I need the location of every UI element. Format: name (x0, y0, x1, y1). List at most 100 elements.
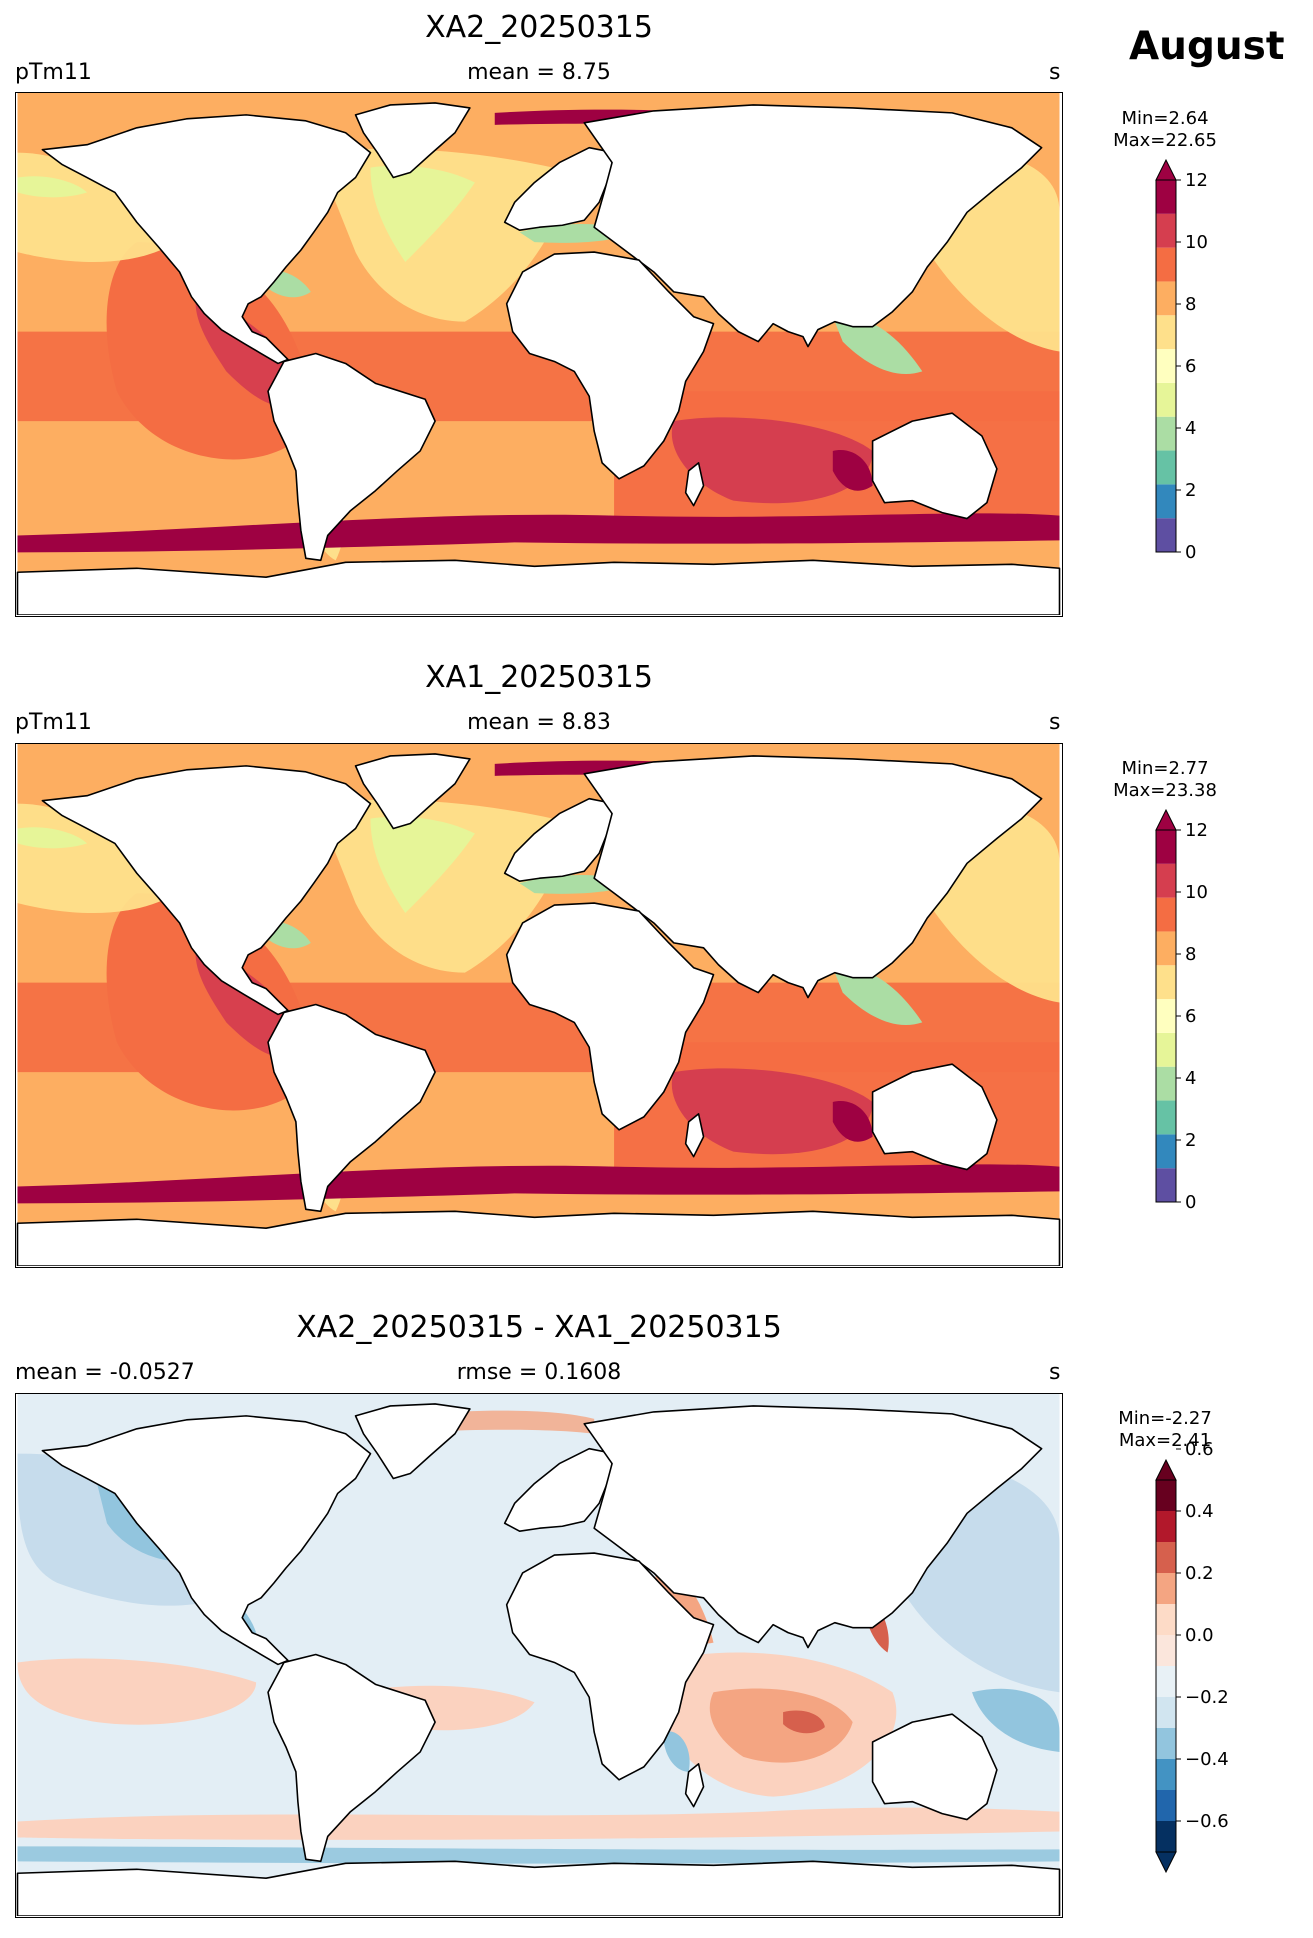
panel-3-rmse-label: rmse = 0.1608 (456, 1360, 622, 1385)
field-region-deep_red-15 (425, 1410, 595, 1434)
colorbar-segment-6 (1156, 1635, 1176, 1666)
colorbar-segment-4 (1156, 1032, 1176, 1067)
panel-1-min-stat: Min=2.64 (1121, 108, 1209, 129)
landmass-madagascar (684, 1763, 705, 1808)
colorbar-segment-10 (1156, 180, 1176, 214)
colorbar-tick-label: 0.2 (1185, 1563, 1214, 1584)
colorbar-tick-label: 0 (1185, 1192, 1196, 1213)
field-region-coast-9 (370, 165, 475, 263)
colorbar-tick-label: −0.2 (1185, 1687, 1229, 1708)
colorbar-segment-1 (1156, 484, 1176, 519)
field-region-deep_blue-12 (663, 1731, 690, 1772)
colorbar-extend-min (1155, 1851, 1177, 1874)
field-region-tropics-1 (106, 893, 316, 1111)
colorbar-tick-label: 2 (1185, 1130, 1196, 1151)
colorbar-tick-label: 12 (1185, 820, 1208, 841)
colorbar-tick-label: 10 (1185, 232, 1208, 253)
panel-3-map (15, 1393, 1063, 1918)
colorbar-tick-label: 6 (1185, 356, 1196, 377)
colorbar-segment-5 (1156, 1666, 1176, 1697)
landmass-greenland (354, 102, 471, 179)
colorbar-segment-8 (1156, 897, 1176, 932)
field-region-red-5 (17, 1658, 257, 1725)
colorbar-tick-label: 12 (1185, 170, 1208, 191)
panel-2-colorbar: 0 2 4 6 8 10 12 (1155, 808, 1275, 1220)
field-region-red-13 (17, 1807, 1060, 1840)
colorbar-tick-label: −0.4 (1185, 1749, 1229, 1770)
field-region-deep_blue-4 (972, 1688, 1060, 1752)
colorbar-segment-2 (1156, 450, 1176, 485)
colorbar-extend-max (1155, 158, 1177, 181)
panel-2-mean-label: mean = 8.83 (467, 710, 611, 735)
field-region-indian-4 (671, 417, 873, 504)
colorbar-tick-label: 0.4 (1185, 1501, 1214, 1522)
colorbar-segment-11 (1156, 1480, 1176, 1511)
colorbar-tick-label: 2 (1185, 480, 1196, 501)
colorbar-segment-7 (1156, 1604, 1176, 1635)
field-region-inland_seas-14 (832, 316, 923, 375)
colorbar-tick-label: −0.6 (1185, 1811, 1229, 1832)
panel-3-units-label: s (1049, 1360, 1061, 1385)
panel-2-title: XA1_20250315 (425, 660, 653, 695)
colorbar-segment-4 (1156, 382, 1176, 417)
colorbar-segment-5 (1156, 999, 1176, 1033)
colorbar-tick-label: 10 (1185, 882, 1208, 903)
colorbar-tick-label: 8 (1185, 944, 1196, 965)
colorbar-tick-label: 0.6 (1185, 1439, 1214, 1460)
colorbar-extend-max (1155, 808, 1177, 831)
field-region-southern-5 (832, 1100, 873, 1142)
colorbar-segment-6 (1156, 315, 1176, 350)
landmass-south-america (267, 1653, 436, 1863)
panel-3-colorbar: −0.6 −0.4 −0.2 0.0 0.2 0.4 0.6 (1155, 1439, 1275, 1874)
colorbar-segment-10 (1156, 830, 1176, 864)
colorbar-segment-8 (1156, 1573, 1176, 1604)
landmass-africa (505, 902, 715, 1131)
landmass-greenland (354, 753, 471, 830)
colorbar-tick-label: 0 (1185, 542, 1196, 563)
landmass-south-america (267, 352, 436, 562)
field-region-tropics-1 (106, 242, 316, 460)
panel-1-title: XA2_20250315 (425, 10, 653, 45)
landmass-antarctica (16, 559, 1061, 615)
field-region-hot-9 (783, 1710, 825, 1734)
field-region-southern-5 (832, 449, 873, 491)
colorbar-tick-label: 4 (1185, 1068, 1196, 1089)
colorbar-extend-max (1155, 1458, 1177, 1481)
panel-3-title: XA2_20250315 - XA1_20250315 (296, 1310, 782, 1345)
colorbar-segment-7 (1156, 931, 1176, 966)
landmass-australia (871, 1063, 998, 1171)
landmass-north-america (41, 765, 372, 1016)
panel-1-units-label: s (1049, 60, 1061, 85)
field-region-deep_blue-14 (17, 1846, 1060, 1864)
panel-1-max-stat: Max=22.65 (1113, 130, 1217, 151)
landmass-antarctica (16, 1210, 1061, 1266)
colorbar-tick-label: 6 (1185, 1006, 1196, 1027)
colorbar-segment-7 (1156, 281, 1176, 316)
landmass-north-america (41, 1415, 372, 1666)
panel-1-mean-label: mean = 8.75 (467, 60, 611, 85)
colorbar-segment-9 (1156, 1542, 1176, 1573)
colorbar-segment-5 (1156, 349, 1176, 383)
landmass-greenland (354, 1403, 471, 1480)
landmass-madagascar (684, 1113, 705, 1158)
panel-3-mean-label: mean = -0.0527 (15, 1360, 195, 1385)
panel-3-min-stat: Min=-2.27 (1118, 1408, 1212, 1429)
landmass-africa (505, 1552, 715, 1781)
panel-1-variable-label: pTm11 (15, 60, 92, 85)
colorbar-segment-10 (1156, 1511, 1176, 1542)
field-region-southern-15 (17, 513, 1060, 553)
landmass-africa (505, 251, 715, 480)
colorbar-segment-3 (1156, 1728, 1176, 1759)
field-region-southern-15 (17, 1164, 1060, 1204)
colorbar-segment-3 (1156, 416, 1176, 451)
colorbar-segment-1 (1156, 1134, 1176, 1169)
landmass-australia (871, 412, 998, 520)
panel-1-colorbar: 0 2 4 6 8 10 12 (1155, 158, 1275, 570)
field-region-inland_seas-14 (832, 967, 923, 1026)
field-region-coast-9 (370, 816, 475, 914)
landmass-madagascar (684, 462, 705, 507)
landmass-australia (871, 1713, 998, 1821)
field-region-coast-10 (17, 176, 88, 198)
panel-2-max-stat: Max=23.38 (1113, 780, 1217, 801)
colorbar-tick-label: 4 (1185, 418, 1196, 439)
